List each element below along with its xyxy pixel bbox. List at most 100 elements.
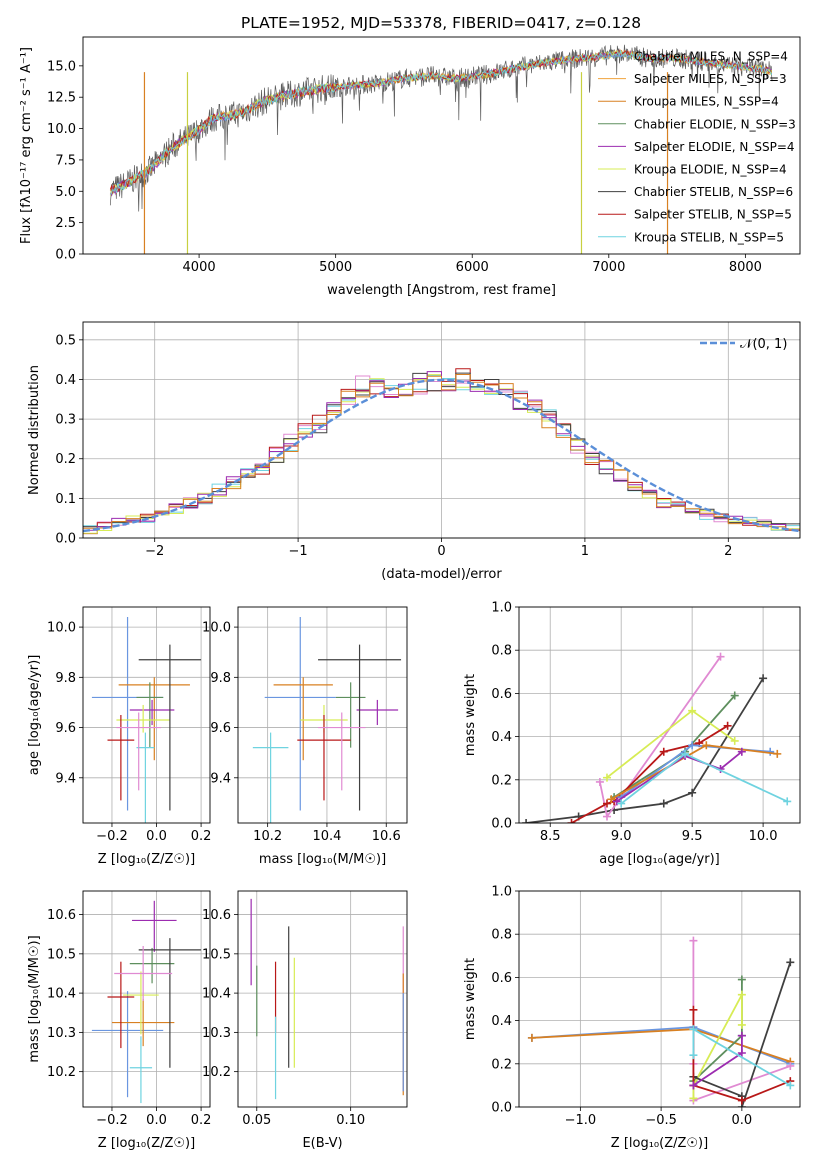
y-tick-label: 1.0	[491, 885, 512, 900]
y-tick-label: 9.8	[55, 671, 76, 686]
x-tick-label: 10.0	[749, 829, 778, 844]
y-axis-label: mass [log₁₀(M/M☉)]	[27, 935, 42, 1062]
data-point	[702, 741, 711, 750]
y-tick-label: 9.6	[210, 721, 231, 736]
y-tick-label: 10.0	[47, 621, 76, 636]
y-tick-label: 0.0	[491, 1101, 512, 1116]
axes-frame	[518, 606, 801, 824]
legend-entry: Chabrier STELIB, N_SSP=6	[634, 185, 793, 199]
y-tick-label: 9.6	[55, 721, 76, 736]
y-tick-label: 9.8	[210, 671, 231, 686]
legend-entry: Kroupa STELIB, N_SSP=5	[634, 230, 784, 244]
legend-entry: Chabrier ELODIE, N_SSP=3	[634, 117, 796, 131]
y-tick-label: 12.5	[47, 91, 76, 106]
series-line	[525, 677, 764, 823]
x-axis-label: E(B-V)	[302, 1136, 342, 1151]
x-axis-label: Z [log₁₀(Z/Z☉)]	[98, 1136, 195, 1151]
plot-area	[91, 617, 202, 823]
axes-frame	[82, 606, 211, 824]
legend-entry: Salpeter STELIB, N_SSP=5	[634, 208, 792, 222]
legend-entry: Kroupa MILES, N_SSP=4	[634, 95, 779, 109]
data-point	[659, 799, 668, 808]
plot-area	[109, 44, 773, 254]
data-point	[689, 1025, 698, 1034]
y-tick-label: 0.3	[55, 413, 76, 428]
x-tick-label: −1.0	[565, 1113, 597, 1128]
data-point	[783, 797, 792, 806]
x-tick-label: 1	[581, 544, 589, 559]
y-axis-label: mass weight	[463, 958, 478, 1040]
data-point	[723, 721, 732, 730]
data-point	[689, 1081, 698, 1090]
x-tick-label: −0.2	[96, 829, 128, 844]
y-axis-label: mass weight	[463, 674, 478, 756]
y-tick-label: 7.5	[55, 153, 76, 168]
axes-frame	[237, 606, 408, 824]
spectrum-line	[109, 50, 773, 196]
x-tick-label: 9.0	[611, 829, 632, 844]
data-point	[786, 1081, 795, 1090]
plot-area	[252, 617, 402, 823]
x-tick-label: 0.0	[732, 1113, 753, 1128]
x-axis-label: (data-model)/error	[381, 567, 502, 582]
data-point	[737, 1096, 746, 1105]
legend-entry: Salpeter ELODIE, N_SSP=4	[634, 140, 795, 154]
y-tick-label: 0.6	[491, 687, 512, 702]
x-axis-label: wavelength [Angstrom, rest frame]	[327, 283, 556, 298]
data-point	[737, 990, 746, 999]
x-tick-label: 5000	[319, 260, 352, 275]
axes-frame	[237, 890, 408, 1108]
x-tick-label: 0.10	[336, 1113, 365, 1128]
gaussian-curve	[83, 378, 800, 533]
y-tick-label: 10.4	[47, 987, 76, 1002]
y-tick-label: 9.4	[55, 771, 76, 786]
x-tick-label: 4000	[183, 260, 216, 275]
data-point	[688, 741, 697, 750]
data-point	[737, 747, 746, 756]
data-point	[595, 777, 604, 786]
x-axis-label: mass [log₁₀(M/M☉)]	[259, 852, 386, 867]
data-point	[617, 799, 626, 808]
data-point	[773, 749, 782, 758]
x-tick-label: 0.0	[146, 829, 167, 844]
y-tick-label: 2.5	[55, 216, 76, 231]
x-tick-label: 10.6	[372, 829, 401, 844]
x-tick-label: 0.0	[146, 1113, 167, 1128]
data-point	[786, 1061, 795, 1070]
x-tick-label: 6000	[456, 260, 489, 275]
x-tick-label: 9.5	[682, 829, 703, 844]
plot-area	[527, 936, 795, 1107]
y-tick-label: 0.4	[491, 1014, 512, 1029]
x-tick-label: −0.5	[645, 1113, 677, 1128]
y-tick-label: 10.5	[47, 947, 76, 962]
legend-entry: Kroupa ELODIE, N_SSP=4	[634, 163, 787, 177]
panel-0: PLATE=1952, MJD=53378, FIBERID=0417, z=0…	[19, 14, 801, 298]
y-tick-label: 10.6	[202, 908, 231, 923]
data-point	[602, 812, 611, 821]
axes-frame	[82, 890, 211, 1108]
y-tick-label: 5.0	[55, 185, 76, 200]
y-tick-label: 0.4	[55, 373, 76, 388]
panel-3: 10.2 10.4 10.6 9.4 9.6 9.8 10.0 mass [log₁₀(M/M…	[202, 606, 408, 867]
data-point	[527, 1033, 536, 1042]
histogram-step	[83, 374, 800, 538]
legend-entry: 𝒩(0, 1)	[740, 337, 787, 352]
y-axis-label: Normed distribution	[27, 365, 42, 495]
y-tick-label: 10.2	[202, 1065, 231, 1080]
data-point	[689, 936, 698, 945]
legend-entry: Chabrier MILES, N_SSP=4	[634, 50, 788, 64]
data-point	[737, 1020, 746, 1029]
y-tick-label: 0.2	[491, 1057, 512, 1072]
plot-area	[522, 652, 792, 823]
data-point	[759, 674, 768, 683]
y-tick-label: 0.0	[491, 817, 512, 832]
y-axis-label: age [log₁₀(age/yr)]	[27, 655, 42, 776]
y-tick-label: 10.3	[47, 1026, 76, 1041]
series-line	[692, 994, 743, 1099]
panel-6: 0.05 0.10 10.2 10.3 10.4 10.5 10.6 E(B-V)	[202, 890, 408, 1151]
y-tick-label: 10.3	[202, 1026, 231, 1041]
y-tick-label: 0.5	[55, 333, 76, 348]
y-tick-label: 10.2	[47, 1065, 76, 1080]
data-point	[607, 795, 616, 804]
